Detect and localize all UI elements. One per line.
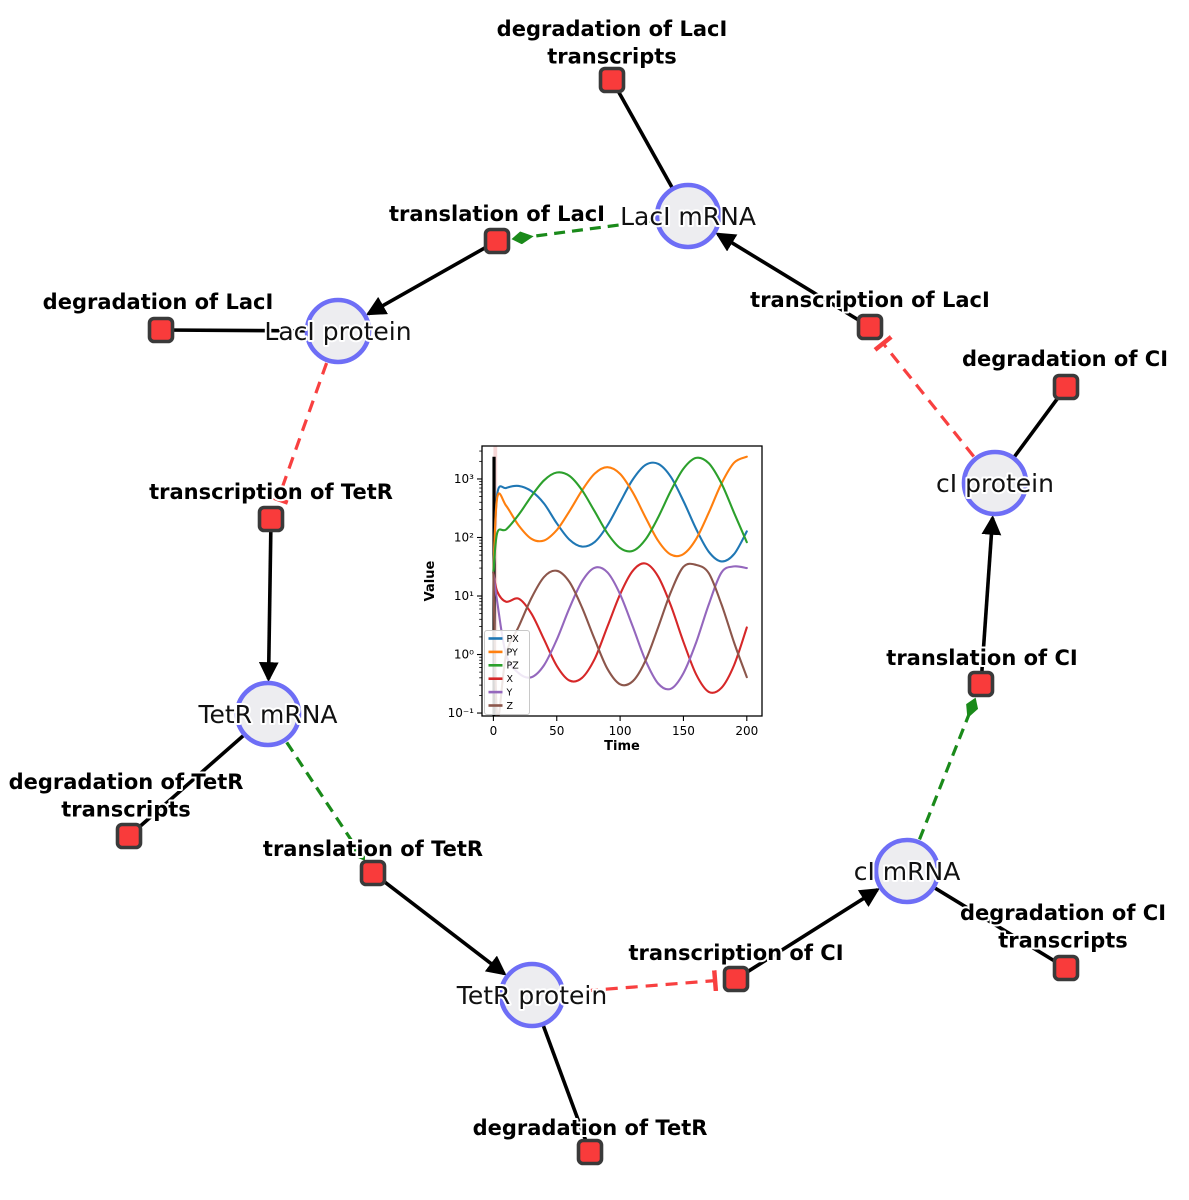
chart-line-PZ [492, 456, 748, 574]
reaction-label-line: transcripts [61, 798, 191, 822]
edge-arrow-translation-ci-ci-protein [980, 514, 1002, 672]
species-node-laci-mrna[interactable] [654, 182, 722, 250]
chart-x-tick-label: 50 [549, 724, 564, 738]
chart-x-tick-label: 100 [609, 724, 632, 738]
species-node-ci-protein[interactable] [961, 449, 1029, 517]
legend-label-PZ: PZ [507, 661, 520, 672]
edge-arrow-translation-laci-laci-protein [365, 245, 487, 316]
reaction-label-line: translation of TetR [263, 837, 483, 861]
reaction-label-transcription-ci: transcription of CI [628, 941, 843, 965]
reaction-label-translation-tetr: translation of TetR [263, 837, 483, 861]
edge-inhibition-laci-protein-transcription-tetr [267, 362, 329, 505]
reaction-node-deg-tetr[interactable] [576, 1138, 604, 1166]
species-label-tetr-protein: TetR protein [456, 981, 607, 1010]
reaction-node-deg-tetr-transcripts[interactable] [115, 822, 143, 850]
edge-activation-tetr-mrna-translation-tetr [285, 741, 366, 861]
chart-x-tick-label: 0 [490, 724, 498, 738]
reaction-label-translation-ci: translation of CI [886, 646, 1077, 670]
chart-y-tick-label: 10² [454, 530, 474, 544]
species-node-tetr-protein[interactable] [498, 961, 566, 1029]
inset-chart: 0 50 100 150 200 10⁻¹ 10⁰ 10¹ 10² 10³ Time Value PX P… [423, 445, 763, 754]
reaction-node-deg-laci-transcripts[interactable] [598, 66, 626, 94]
edge-arrow-transcription-ci-ci-mrna [746, 888, 880, 974]
edge-arrow-translation-tetr-tetr-protein [382, 879, 507, 976]
legend-label-Y: Y [506, 688, 513, 699]
chart-xaxis-label: Time [604, 739, 640, 754]
reaction-label-line: degradation of TetR [9, 770, 244, 794]
legend-label-PX: PX [507, 634, 520, 645]
species-node-tetr-mrna[interactable] [234, 680, 302, 748]
reaction-label-line: degradation of CI [962, 347, 1168, 371]
edge-inhibition-tetr-protein-transcription-ci [565, 970, 719, 994]
reaction-label-line: degradation of CI [960, 901, 1166, 925]
reaction-label-line: transcription of TetR [149, 480, 393, 504]
reaction-label-line: degradation of LacI [43, 290, 274, 314]
labels-layer: LacI mRNA LacI protein TetR mRNA TetR prote… [7, 15, 1170, 1142]
reaction-label-transcription-tetr: transcription of TetR [149, 480, 393, 504]
chart-x-tick-label: 150 [672, 724, 695, 738]
chart-line-PX [492, 461, 748, 574]
legend-label-X: X [507, 674, 514, 685]
reaction-node-deg-ci[interactable] [1052, 373, 1080, 401]
chart-y-tick-label: 10³ [454, 472, 474, 486]
reaction-label-line: degradation of LacI [497, 17, 728, 41]
edge-inhibition-ci-protein-transcription-laci [873, 335, 975, 458]
reaction-label-line: translation of LacI [389, 202, 605, 226]
reaction-label-translation-laci: translation of LacI [389, 202, 605, 226]
nodes-layer [115, 66, 1080, 1166]
edge-activation-laci-mrna-translation-laci [511, 218, 655, 245]
chart-line-Z [492, 562, 748, 716]
reaction-label-deg-laci-transcripts: degradation of LacI transcripts [497, 17, 728, 69]
reaction-label-line: translation of CI [886, 646, 1077, 670]
reaction-label-line: transcription of CI [628, 941, 843, 965]
reaction-label-transcription-laci: transcription of LacI [750, 288, 990, 312]
species-label-laci-mrna: LacI mRNA [620, 202, 756, 231]
chart-line-X [492, 562, 748, 694]
legend-label-Z: Z [507, 701, 514, 712]
reaction-label-deg-ci-transcripts: degradation of CI transcripts [960, 901, 1166, 953]
edge-arrow-transcription-laci-laci-mrna [715, 232, 860, 322]
reaction-node-transcription-laci[interactable] [856, 313, 884, 341]
chart-x-tick-label: 200 [735, 724, 758, 738]
species-label-laci-protein: LacI protein [264, 317, 411, 346]
reaction-label-line: transcripts [547, 45, 677, 69]
chart-y-tick-label: 10⁻¹ [448, 706, 475, 720]
reaction-label-line: degradation of TetR [473, 1116, 708, 1140]
chart-y-tick-label: 10¹ [454, 589, 474, 603]
reaction-node-transcription-tetr[interactable] [257, 505, 285, 533]
reaction-label-deg-tetr: degradation of TetR [473, 1116, 708, 1140]
edge-arrow-transcription-tetr-tetr-mrna [258, 531, 279, 682]
reaction-node-deg-ci-transcripts[interactable] [1052, 954, 1080, 982]
species-label-ci-mrna: cI mRNA [854, 857, 961, 886]
reaction-label-line: transcription of LacI [750, 288, 990, 312]
reaction-node-translation-laci[interactable] [483, 227, 511, 255]
reaction-node-transcription-ci[interactable] [722, 965, 750, 993]
chart-frame [481, 445, 763, 717]
reaction-label-deg-laci: degradation of LacI [43, 290, 274, 314]
chart-y-tick-label: 10⁰ [454, 648, 474, 662]
reaction-label-deg-ci: degradation of CI [962, 347, 1168, 371]
chart-yaxis-label: Value [423, 560, 438, 601]
reaction-node-deg-laci[interactable] [147, 316, 175, 344]
legend-label-PY: PY [507, 647, 519, 658]
reaction-label-line: transcripts [998, 929, 1128, 953]
species-label-tetr-mrna: TetR mRNA [197, 700, 337, 729]
species-node-ci-mrna[interactable] [873, 837, 941, 905]
species-label-ci-protein: cI protein [936, 469, 1054, 498]
reaction-node-translation-ci[interactable] [967, 670, 995, 698]
reaction-label-deg-tetr-transcripts: degradation of TetR transcripts [9, 770, 244, 822]
chart-line-PY [492, 455, 748, 574]
reaction-node-translation-tetr[interactable] [359, 859, 387, 887]
edge-activation-ci-mrna-translation-ci [918, 697, 979, 840]
species-node-laci-protein[interactable] [304, 297, 372, 365]
